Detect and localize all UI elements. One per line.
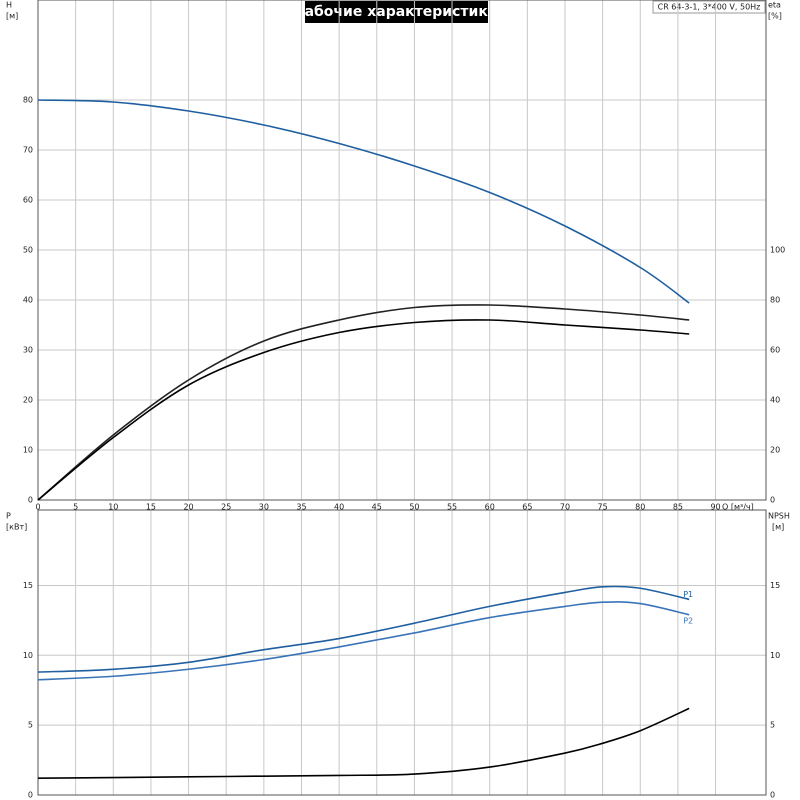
y2-tick-label: 100 [770, 246, 785, 255]
series-line [37, 601, 690, 681]
series-line [37, 585, 690, 673]
subtitle-box [652, 0, 766, 14]
series-line [37, 304, 690, 501]
y-tick-label: 20 [23, 396, 33, 405]
y-tick-label: 0 [28, 791, 33, 800]
y2-tick-label: 60 [770, 346, 780, 355]
y2-tick-label: 20 [770, 446, 780, 455]
y-axis-unit: [кВт] [6, 523, 27, 532]
y2-tick-label: 0 [770, 791, 775, 800]
x-tick-label: 20 [183, 503, 193, 512]
y2-axis-label: eta [768, 1, 781, 10]
x-tick-label: 60 [485, 503, 495, 512]
x-tick-label: 0 [35, 503, 40, 512]
plot-frame [37, 0, 767, 501]
y-axis-label: H [6, 1, 12, 10]
series-label: P1 [683, 590, 693, 599]
y-tick-label: 50 [23, 246, 33, 255]
x-tick-label: 90 [710, 503, 720, 512]
y2-tick-label: 80 [770, 296, 780, 305]
x-tick-label: 85 [673, 503, 683, 512]
x-tick-label: 55 [447, 503, 457, 512]
y-tick-label: 70 [23, 146, 33, 155]
y2-tick-label: 15 [770, 581, 780, 590]
y-tick-label: 10 [23, 651, 33, 660]
y-tick-label: 0 [28, 496, 33, 505]
chart-subtitle: CR 64-3-1, 3*400 V, 50Hz [658, 3, 761, 12]
y2-tick-label: 10 [770, 651, 780, 660]
y-tick-label: 5 [28, 721, 33, 730]
y2-axis-unit: [%] [768, 12, 782, 21]
x-tick-label: 15 [146, 503, 156, 512]
x-tick-label: 50 [409, 503, 419, 512]
x-tick-label: 30 [259, 503, 269, 512]
x-tick-label: 45 [372, 503, 382, 512]
y2-tick-label: 5 [770, 721, 775, 730]
title-box [305, 1, 488, 23]
series-line [37, 99, 690, 304]
series-line [37, 319, 690, 501]
y2-tick-label: 0 [770, 496, 775, 505]
chart-title: Рабочие характеристики [294, 4, 497, 20]
y2-tick-label: 40 [770, 396, 780, 405]
x-tick-label: 80 [635, 503, 645, 512]
x-tick-label: 25 [221, 503, 231, 512]
y-axis-unit: [м] [6, 12, 18, 21]
x-tick-label: 5 [73, 503, 78, 512]
x-tick-label: 35 [296, 503, 306, 512]
y-tick-label: 80 [23, 96, 33, 105]
x-tick-label: 10 [108, 503, 118, 512]
x-tick-label: 65 [522, 503, 532, 512]
y-tick-label: 15 [23, 581, 33, 590]
y-axis-label: P [6, 512, 11, 521]
x-tick-label: 40 [334, 503, 344, 512]
x-tick-label: 70 [560, 503, 570, 512]
y-tick-label: 40 [23, 296, 33, 305]
series-line [37, 707, 690, 780]
y-tick-label: 60 [23, 196, 33, 205]
plot-frame [37, 509, 767, 796]
y-tick-label: 10 [23, 446, 33, 455]
x-axis-label: Q [м³/ч] [722, 503, 754, 512]
series-label: P2 [683, 616, 693, 625]
y2-axis-label: NPSH [768, 512, 790, 521]
x-tick-label: 75 [598, 503, 608, 512]
y2-axis-unit: [м] [772, 523, 784, 532]
y-tick-label: 30 [23, 346, 33, 355]
